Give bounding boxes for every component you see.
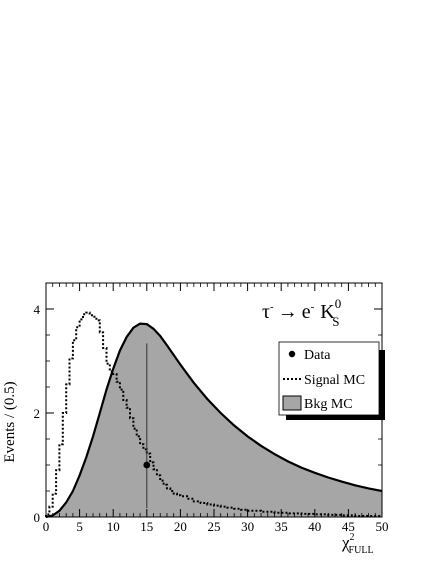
y-tick-label: 4 <box>34 302 41 317</box>
x-tick-label: 20 <box>174 519 187 534</box>
x-tick-label: 50 <box>376 519 389 534</box>
x-tick-label: 25 <box>208 519 221 534</box>
x-tick-label: 45 <box>342 519 355 534</box>
x-tick-label: 10 <box>107 519 120 534</box>
x-axis-ticks: 0 5 10 15 20 25 30 35 40 45 50 <box>43 283 389 534</box>
legend-label-bkg: Bkg MC <box>304 397 353 412</box>
x-tick-label: 15 <box>140 519 153 534</box>
bkg-mc-curve <box>45 322 383 519</box>
x-tick-label: 0 <box>43 519 50 534</box>
process-label: τ- → e- K0 S <box>262 296 341 329</box>
y-tick-label: 0 <box>34 510 41 525</box>
x-tick-label: 5 <box>76 519 83 534</box>
data-points <box>143 343 151 509</box>
y-axis-title: Events / (0.5) <box>2 381 18 462</box>
bkg-mc-area <box>46 323 382 517</box>
legend-data-marker <box>288 350 296 358</box>
legend: Data Signal MC Bkg MC <box>278 341 385 420</box>
legend-bkg-marker <box>282 395 302 411</box>
x-tick-label: 40 <box>308 519 321 534</box>
x-axis-title: χ2 FULL <box>341 532 374 556</box>
x-tick-label: 30 <box>241 519 254 534</box>
legend-label-data: Data <box>304 348 331 363</box>
data-point <box>143 461 151 469</box>
y-tick-label: 2 <box>34 406 41 421</box>
legend-label-signal: Signal MC <box>304 373 365 388</box>
x-tick-label: 35 <box>275 519 288 534</box>
